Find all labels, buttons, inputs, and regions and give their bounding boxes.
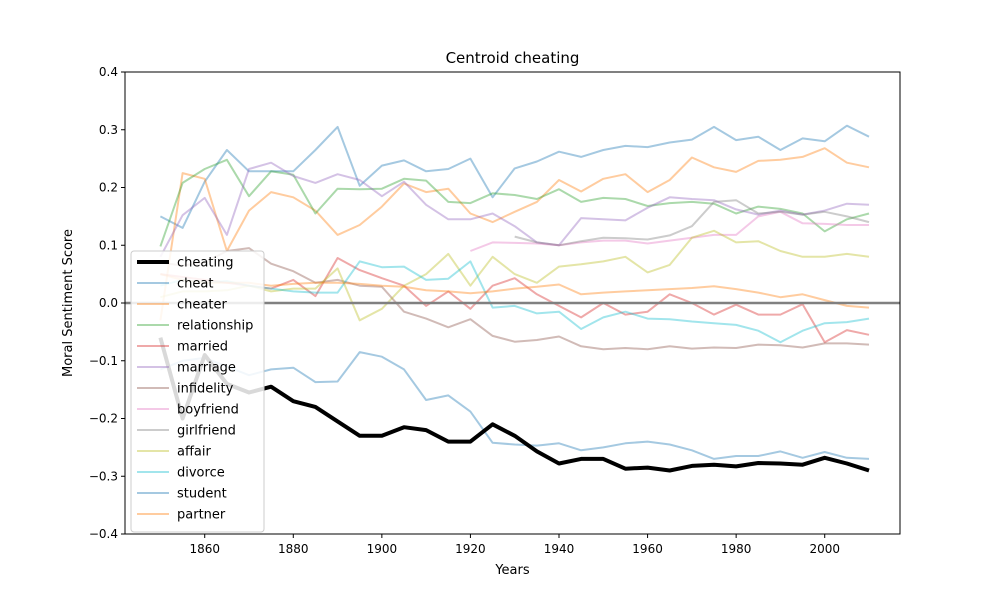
y-tick-label: 0.0 (99, 296, 118, 310)
legend-label-boyfriend: boyfriend (177, 403, 239, 418)
x-tick-label: 1960 (632, 542, 663, 556)
series-line-cheater (159, 147, 870, 321)
legend-label-cheat: cheat (177, 277, 213, 292)
y-tick-label: 0.2 (99, 181, 118, 195)
legend-label-girlfriend: girlfriend (177, 424, 236, 439)
legend-label-cheating: cheating (177, 256, 234, 271)
series-line-married (160, 257, 870, 344)
legend-label-affair: affair (177, 445, 212, 460)
x-tick-label: 1900 (367, 542, 398, 556)
legend-label-student: student (177, 487, 227, 502)
x-tick-label: 1860 (189, 542, 220, 556)
y-tick-label: −0.3 (89, 469, 118, 483)
legend: cheating cheat cheater relationship married m… (130, 250, 265, 533)
y-tick-label: −0.1 (89, 354, 118, 368)
y-tick-label: −0.4 (89, 527, 118, 541)
series-line-student (160, 351, 870, 460)
x-tick-label: 2000 (809, 542, 840, 556)
series-line-marriage (159, 161, 870, 258)
legend-label-cheater: cheater (177, 298, 227, 313)
series-line-boyfriend (470, 210, 869, 252)
legend-label-married: married (177, 340, 228, 355)
y-tick-label: 0.1 (99, 238, 118, 252)
y-tick-label: 0.4 (99, 65, 118, 79)
series-line-relationship (159, 158, 870, 247)
legend-label-infidelity: infidelity (177, 382, 234, 397)
x-tick-label: 1980 (721, 542, 752, 556)
x-axis-ticks: 1860 1880 1900 1920 1940 1960 1980 2000 (189, 534, 840, 556)
legend-box (130, 250, 265, 533)
series-line-affair (160, 229, 870, 322)
y-axis-ticks: −0.4 −0.3 −0.2 −0.1 0.0 0.1 0.2 0.3 0.4 (89, 65, 125, 541)
series-line-divorce (160, 260, 870, 344)
series-line-girlfriend (514, 199, 870, 247)
legend-label-partner: partner (177, 508, 226, 523)
y-tick-label: −0.2 (89, 412, 118, 426)
x-tick-label: 1880 (278, 542, 309, 556)
x-tick-label: 1920 (455, 542, 486, 556)
series-line-partner (160, 273, 870, 309)
series-line-cheating (158, 337, 870, 473)
series-line-cheat (159, 124, 870, 229)
x-tick-label: 1940 (544, 542, 575, 556)
legend-label-divorce: divorce (177, 466, 225, 481)
y-tick-label: 0.3 (99, 123, 118, 137)
y-axis-title: Moral Sentiment Score (61, 229, 76, 377)
series-line-infidelity (160, 247, 870, 351)
plot-series-group (158, 124, 870, 473)
legend-label-marriage: marriage (177, 361, 236, 376)
chart-title: Centroid cheating (446, 49, 580, 67)
legend-label-relationship: relationship (177, 319, 253, 334)
x-axis-title: Years (494, 563, 530, 578)
